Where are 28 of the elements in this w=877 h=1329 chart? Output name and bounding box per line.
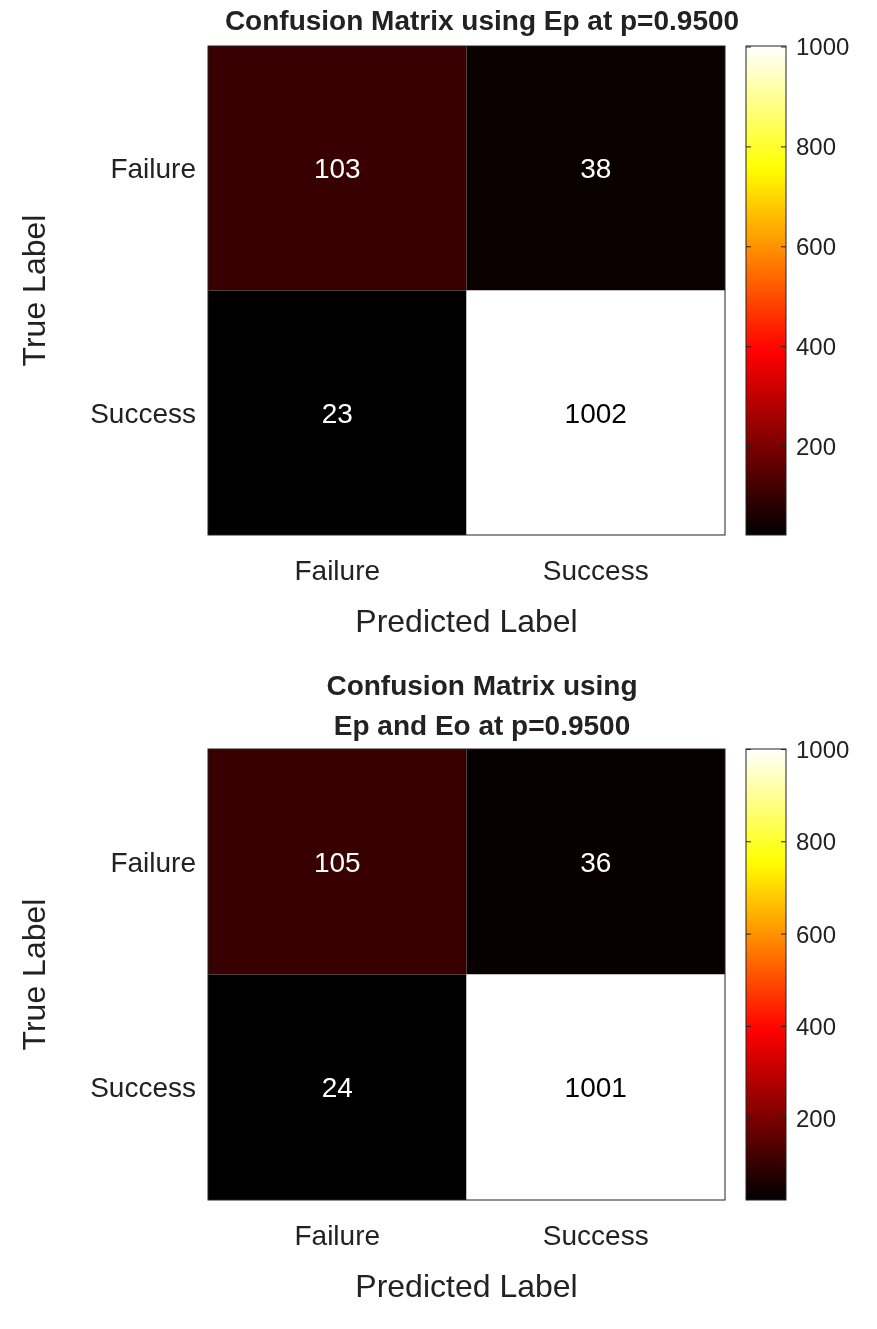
y-tick-label: Failure <box>110 153 196 185</box>
data-label: 1002 <box>564 397 627 429</box>
data-label: 38 <box>580 153 612 185</box>
data-label: 103 <box>313 153 361 185</box>
color-bar-label: 1000 <box>796 735 850 763</box>
color-bar-label: 400 <box>796 1012 837 1040</box>
x-axis-title: Predicted Label <box>355 603 578 639</box>
data-label: 1001 <box>564 1072 627 1104</box>
color-bar-label: 800 <box>796 828 837 856</box>
color-bar-label: 600 <box>796 920 837 948</box>
y-axis-title: True Label <box>16 214 52 367</box>
color-bar-label: 400 <box>796 333 837 361</box>
data-label: 105 <box>313 846 361 878</box>
y-axis-title: True Label <box>16 898 52 1051</box>
color-bar-label: 200 <box>796 432 837 460</box>
data-label: 23 <box>321 397 353 429</box>
color-bar-label: 200 <box>796 1105 837 1133</box>
data-label: 36 <box>580 846 612 878</box>
y-tick-label: Failure <box>110 846 196 878</box>
chart-title: Confusion Matrix using Ep at p=0.9500 <box>224 5 740 36</box>
data-label: 24 <box>321 1072 353 1104</box>
chart-title: Confusion Matrix using Ep and Eo at p=0.9500 <box>326 670 638 741</box>
x-axis-title: Predicted Label <box>355 1268 578 1304</box>
y-tick-label: Success <box>90 1072 196 1104</box>
y-tick-label: Success <box>90 397 196 429</box>
color-bar-label: 600 <box>796 233 837 261</box>
color-bar-label: 1000 <box>796 33 850 61</box>
color-bar-label: 800 <box>796 133 837 161</box>
